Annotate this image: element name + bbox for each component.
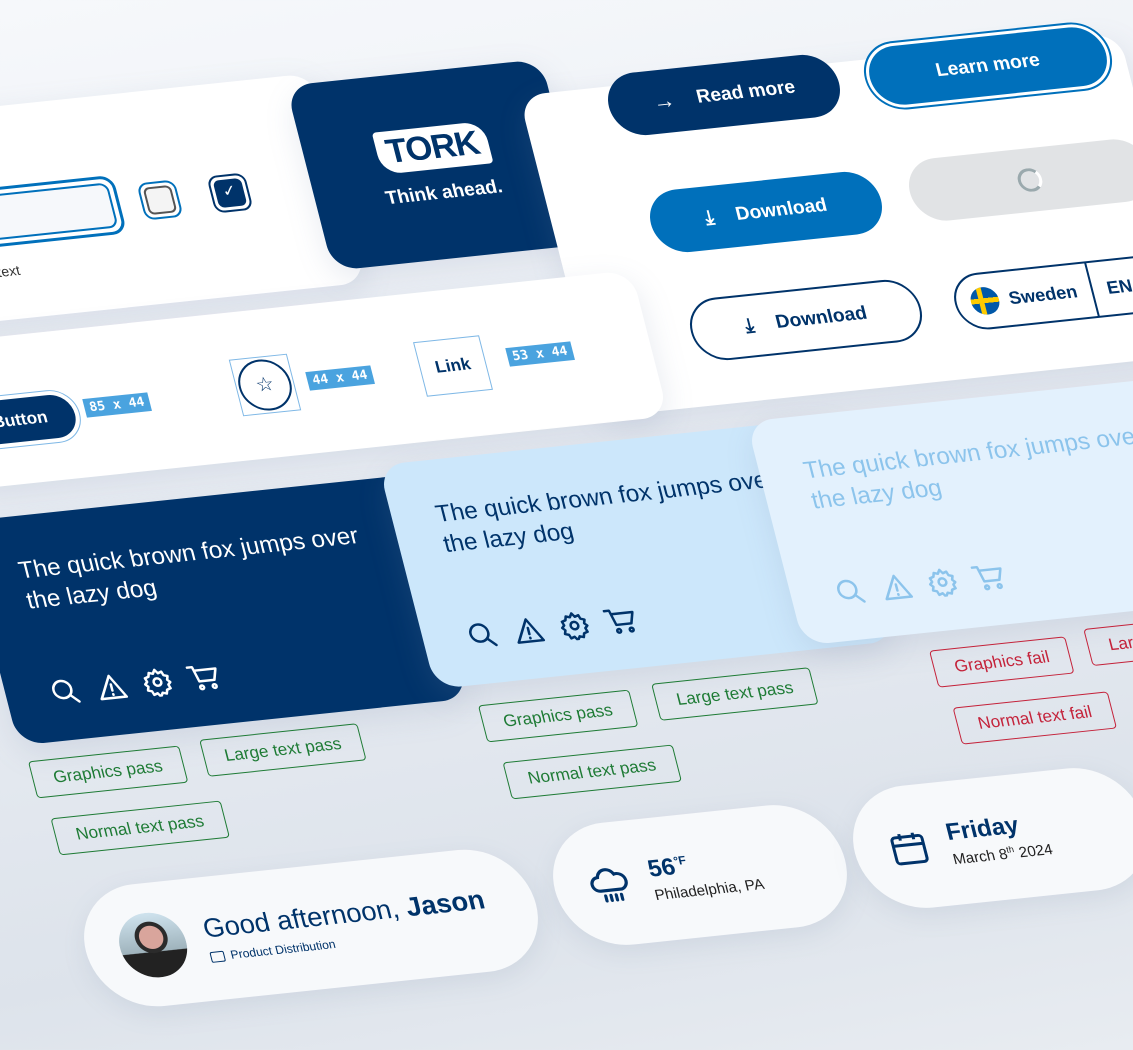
chip-large-text-fail: Large text fail [1083, 613, 1133, 667]
briefcase-icon [209, 950, 226, 963]
chip-large-text-pass: Large text pass [199, 723, 367, 777]
light-sample-card: The quick brown fox jumps over the lazy … [378, 416, 896, 690]
tork-logo: TORK [371, 120, 494, 175]
date-widget: Friday March 8th 2024 [839, 761, 1133, 915]
download-icon: ⤓ [702, 206, 717, 229]
chip-large-text-pass: Large text pass [651, 667, 819, 721]
rain-cloud-icon [590, 867, 628, 903]
chip-normal-text-pass: Normal text pass [50, 800, 230, 856]
country-option[interactable]: Sweden [1002, 262, 1101, 326]
arrow-right-icon: → [649, 87, 678, 115]
spinner-icon [1015, 167, 1045, 193]
gear-icon [928, 568, 957, 598]
warning-icon [100, 674, 129, 701]
sample-link[interactable]: Link [413, 335, 493, 397]
cart-icon [970, 565, 1003, 591]
icon-row [464, 605, 639, 652]
gear-icon [560, 612, 589, 642]
chip-graphics-fail: Graphics fail [929, 636, 1075, 688]
star-icon-button[interactable]: ☆ [232, 356, 298, 414]
sample-text: The quick brown fox jumps over the lazy … [15, 522, 362, 615]
sweden-flag-icon [967, 285, 1003, 316]
user-name: Jason [402, 884, 488, 923]
chip-graphics-pass: Graphics pass [477, 689, 639, 743]
search-icon [837, 579, 866, 603]
gear-icon [143, 668, 172, 698]
avatar [111, 909, 195, 981]
sample-text: The quick brown fox jumps over the lazy … [800, 422, 1133, 515]
dark-sample-card: The quick brown fox jumps over the lazy … [0, 474, 469, 746]
download-icon: ⤓ [742, 314, 757, 337]
check-icon: ✓ [212, 177, 248, 209]
icon-row [832, 561, 1007, 608]
cart-icon [185, 665, 218, 691]
greeting-widget: Good afternoon, Jason Product Distributi… [70, 843, 552, 1013]
search-icon [469, 623, 498, 647]
icon-row [47, 661, 222, 708]
calendar-icon [890, 832, 929, 865]
search-icon [52, 679, 81, 703]
cart-icon [602, 609, 635, 634]
temperature-unit: °F [671, 853, 688, 869]
pale-sample-card: The quick brown fox jumps over the lazy … [746, 374, 1133, 646]
chip-graphics-pass: Graphics pass [27, 745, 189, 799]
date-year: 2024 [1016, 840, 1055, 861]
date-ordinal: th [1004, 843, 1015, 855]
warning-icon [885, 574, 914, 601]
chip-normal-text-pass: Normal text pass [502, 744, 682, 800]
warning-icon [517, 618, 546, 644]
weather-widget: 56°F Philadelphia, PA [539, 798, 861, 952]
chip-normal-text-fail: Normal text fail [952, 691, 1118, 745]
language-option[interactable]: EN [1104, 275, 1133, 298]
brand-tagline: Think ahead. [383, 175, 505, 209]
department: Product Distribution [228, 937, 338, 962]
date-month: March 8 [950, 845, 1010, 868]
